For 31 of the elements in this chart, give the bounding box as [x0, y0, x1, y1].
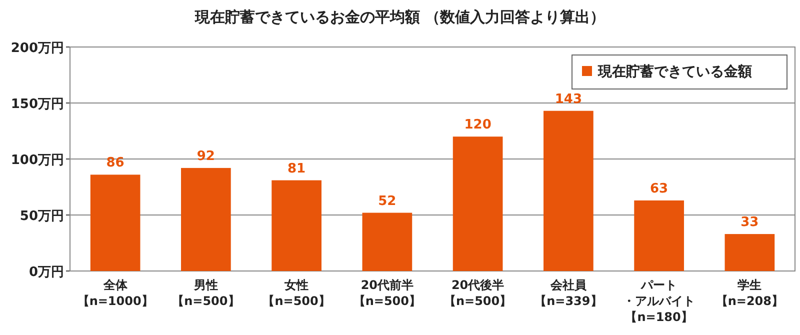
x-tick-label: 会社員【n=339】: [534, 278, 602, 308]
x-tick-label: 20代前半【n=500】: [353, 278, 422, 308]
bar: [90, 174, 140, 271]
legend-label: 現在貯蓄できている金額: [597, 63, 752, 80]
bar: [724, 234, 775, 271]
bar: [634, 200, 684, 271]
chart-title: 現在貯蓄できているお金の平均額 （数値入力回答より算出）: [194, 8, 606, 26]
bar: [544, 110, 594, 271]
y-tick-label: 100万円: [10, 153, 64, 168]
x-tick-label: 学生【n=208】: [716, 278, 784, 308]
data-label: 33: [740, 215, 759, 230]
x-tick-label: 20代後半【n=500】: [444, 278, 512, 308]
bar: [181, 168, 231, 271]
x-tick-label: パート・アルバイト【n=180】: [623, 278, 696, 324]
data-label: 63: [650, 181, 668, 196]
y-tick-label: 150万円: [10, 97, 64, 112]
data-label: 86: [106, 156, 124, 171]
y-tick-label: 50万円: [20, 209, 64, 224]
y-tick-label: 200万円: [10, 41, 64, 56]
x-tick-label: 女性【n=500】: [262, 278, 330, 308]
x-tick-label: 男性【n=500】: [172, 278, 240, 308]
bar: [362, 212, 412, 271]
data-label: 143: [554, 92, 582, 107]
x-tick-label: 全体【n=1000】: [77, 278, 154, 308]
data-label: 81: [288, 161, 306, 176]
bar: [272, 180, 322, 271]
bar: [452, 136, 503, 271]
data-label: 92: [196, 148, 215, 164]
y-tick-label: 0万円: [28, 265, 64, 280]
data-label: 52: [378, 194, 396, 209]
data-label: 120: [464, 118, 492, 133]
